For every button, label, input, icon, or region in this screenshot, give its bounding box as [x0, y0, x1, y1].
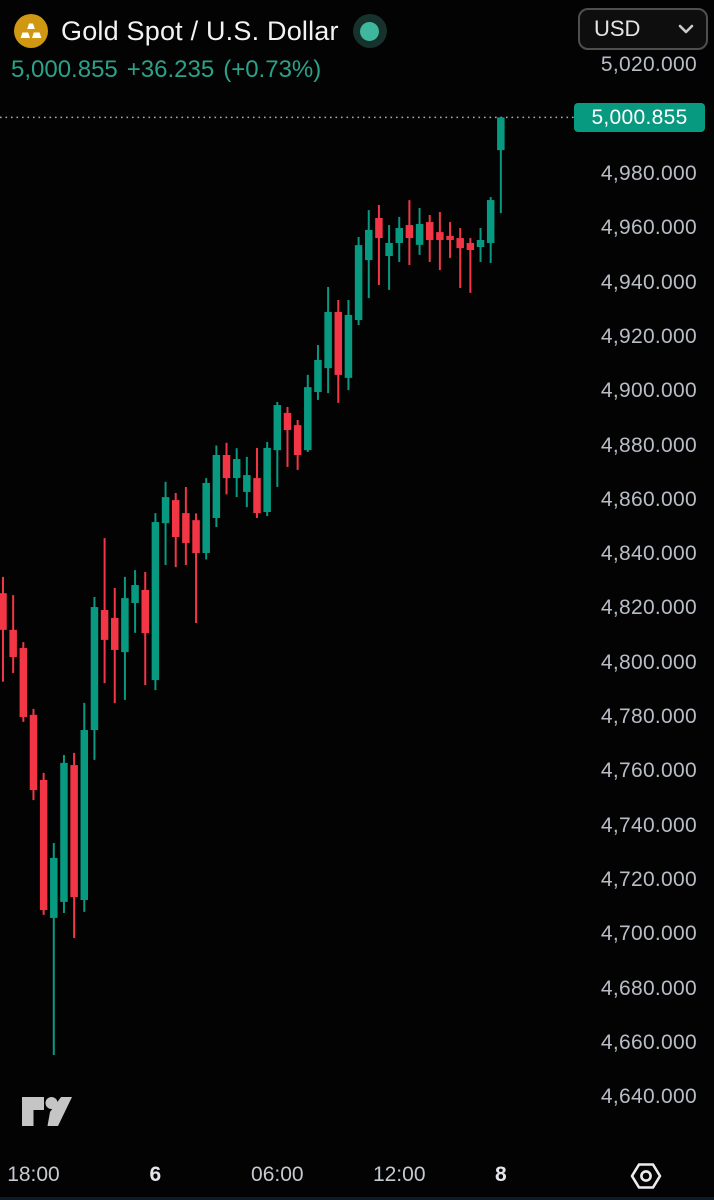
candle-body — [486, 200, 495, 243]
price-axis-label: 4,980.000 — [600, 162, 697, 185]
settings-icon[interactable] — [628, 1160, 664, 1194]
candle-body — [304, 387, 312, 451]
candle-body — [273, 405, 282, 451]
candle-body — [9, 629, 17, 657]
last-price-label-text: 5,000.855 — [591, 105, 688, 129]
candle-body — [456, 238, 464, 249]
price-axis-label: 4,720.000 — [600, 867, 697, 891]
price-axis-label: 4,840.000 — [600, 542, 697, 566]
time-axis-label: 12:00 — [372, 1163, 426, 1186]
candle-body — [375, 217, 383, 239]
candle-body — [131, 585, 139, 603]
price-axis-label: 4,860.000 — [600, 487, 697, 511]
candle-body — [263, 447, 271, 513]
candle-body — [344, 314, 353, 378]
symbol-title: Gold Spot / U.S. Dollar — [61, 15, 339, 46]
bottom-edge-strip — [0, 1197, 714, 1200]
price-axis-label: 4,760.000 — [600, 759, 697, 783]
candle-body — [405, 225, 414, 239]
candle-body — [314, 359, 322, 393]
currency-selector-value: USD — [594, 16, 641, 41]
candle-body — [111, 617, 119, 650]
last-price-label: 5,000.855 — [574, 102, 705, 132]
market-status-icon[interactable] — [352, 14, 387, 48]
candle-body — [385, 242, 393, 256]
candle-body — [232, 459, 241, 479]
time-axis-label: 06:00 — [251, 1163, 304, 1186]
candle-body — [334, 311, 343, 375]
candle-body — [293, 425, 302, 456]
candle-body — [476, 239, 485, 248]
price-axis-label: 4,940.000 — [600, 270, 697, 294]
chevron-down-icon — [678, 24, 694, 34]
candle-body — [100, 610, 109, 640]
tradingview-logo-icon[interactable] — [20, 1090, 74, 1132]
candle-body — [161, 497, 170, 524]
candle-body — [436, 232, 444, 240]
candle-body — [222, 455, 231, 479]
symbol-row: Gold Spot / U.S. Dollar — [14, 12, 387, 50]
price-row: 5,000.855 +36.235 (+0.73%) — [11, 56, 321, 84]
candle-body — [415, 223, 424, 245]
candle-body — [466, 242, 475, 251]
candle-body — [80, 730, 89, 900]
candle-body — [202, 482, 210, 554]
price-axis-label: 4,800.000 — [600, 650, 697, 674]
market-status-dot — [360, 21, 380, 41]
candle-body — [90, 607, 99, 731]
price-axis-label: 4,680.000 — [600, 976, 697, 1000]
candle-body — [29, 714, 38, 791]
price-axis-label: 4,640.000 — [600, 1085, 697, 1109]
candle-body — [60, 762, 68, 902]
candle-body — [212, 455, 221, 518]
price-axis-label: 4,780.000 — [600, 705, 697, 728]
time-axis-label: 6 — [149, 1163, 162, 1186]
price-axis-label: 4,920.000 — [600, 324, 697, 348]
candle-body — [425, 222, 434, 240]
price-axis-label: 4,880.000 — [600, 433, 697, 457]
candle-body — [151, 522, 160, 681]
header-change-percent: (+0.73%) — [223, 56, 322, 83]
candle-body — [39, 779, 48, 911]
candle-body — [395, 228, 403, 243]
candle-body — [121, 598, 129, 653]
candle-body — [182, 513, 190, 543]
time-axis[interactable]: 18:00 6 06:00 12:00 8 — [0, 1160, 714, 1200]
price-axis-label: 4,820.000 — [600, 596, 697, 620]
price-axis-label: 5,020.000 — [600, 53, 697, 77]
candle-body — [253, 478, 261, 514]
time-axis-label: 8 — [494, 1163, 507, 1186]
price-axis-label: 4,700.000 — [600, 922, 697, 946]
candle-body — [324, 311, 332, 369]
candle-body — [283, 412, 292, 431]
candle-body — [171, 500, 180, 537]
candle-body — [141, 589, 149, 634]
candle-body — [354, 245, 363, 321]
header-change: +36.235 — [126, 56, 215, 83]
candle-body — [19, 648, 28, 717]
price-axis-label: 4,660.000 — [600, 1030, 697, 1054]
price-axis-label: 4,960.000 — [600, 216, 697, 240]
candle-body — [192, 520, 200, 554]
candle-body — [243, 475, 251, 492]
price-axis-label: 4,900.000 — [600, 379, 697, 403]
candle-body — [446, 235, 454, 240]
candle-body — [497, 117, 505, 151]
price-axis-label: 4,740.000 — [600, 813, 697, 837]
candle-body — [0, 593, 7, 630]
gold-ingots-icon — [14, 14, 48, 48]
currency-selector[interactable]: USD — [578, 8, 708, 50]
time-axis-label: 18:00 — [7, 1163, 60, 1186]
header-last-price: 5,000.855 — [11, 56, 118, 83]
price-axis[interactable]: 5,020.000 4,980.000 4,960.000 4,940.000 4,92… — [574, 0, 714, 1200]
candle-body — [70, 765, 78, 898]
candle-body — [50, 857, 58, 918]
candle-body — [365, 229, 373, 261]
